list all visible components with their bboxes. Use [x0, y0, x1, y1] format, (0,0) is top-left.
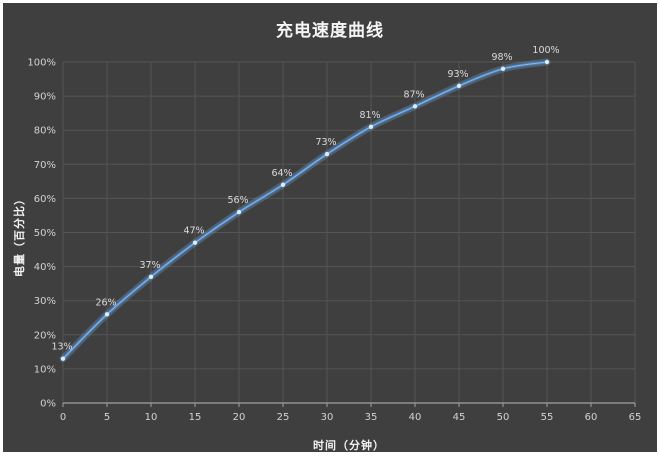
series-line-highlight [62, 61, 548, 360]
data-point-label: 93% [447, 69, 468, 80]
x-tick-label: 65 [629, 412, 642, 423]
data-point-label: 98% [491, 52, 512, 63]
y-tick-label: 90% [34, 92, 56, 103]
data-point-label: 100% [532, 45, 559, 56]
data-point-marker [500, 66, 506, 72]
x-tick-label: 10 [145, 412, 158, 423]
data-point-marker [544, 59, 550, 65]
data-point-label: 87% [403, 89, 424, 100]
data-point-label: 81% [359, 110, 380, 121]
data-point-label: 47% [183, 226, 204, 237]
chart-title: 充电速度曲线 [276, 21, 384, 41]
x-tick-label: 40 [409, 412, 422, 423]
y-tick-label: 80% [34, 126, 56, 137]
x-tick-label: 45 [453, 412, 466, 423]
data-point-label: 56% [227, 195, 248, 206]
y-tick-label: 20% [34, 330, 56, 341]
data-point-label: 26% [95, 297, 116, 308]
data-point-marker [236, 209, 242, 215]
data-point-label: 64% [271, 168, 292, 179]
y-tick-label: 0% [40, 399, 56, 410]
data-point-label: 73% [315, 137, 336, 148]
chart-panel: 充电速度曲线 电量（百分比） 时间（分钟） 0% 10% 20% 30% 40% 50% 6… [3, 3, 657, 452]
data-point-marker [148, 274, 154, 280]
x-tick-label: 35 [365, 412, 378, 423]
data-point-label: 13% [51, 342, 72, 353]
x-tick-label: 60 [585, 412, 598, 423]
data-point-marker [192, 240, 198, 245]
series-line-glow [59, 58, 551, 363]
x-tick-label: 5 [104, 412, 110, 423]
x-tick-label: 25 [277, 412, 290, 423]
line-chart: 0% 10% 20% 30% 40% 50% 60% 70% 80% 90% 100% 0 5 10 15 2… [27, 45, 642, 423]
y-tick-label: 70% [34, 160, 56, 171]
y-tick-label: 100% [27, 58, 56, 69]
y-tick-label: 30% [34, 296, 56, 307]
x-axis-title: 时间（分钟） [313, 439, 385, 452]
data-point-marker [104, 312, 110, 317]
data-point-marker [456, 83, 462, 89]
x-tick-label: 30 [321, 412, 334, 423]
x-tick-label: 50 [497, 412, 510, 423]
y-tick-label: 40% [34, 262, 56, 273]
data-point-marker [324, 151, 330, 157]
x-tick-label: 55 [541, 412, 554, 423]
x-tick-label: 20 [233, 412, 246, 423]
x-tick-label: 15 [189, 412, 202, 423]
data-point-marker [60, 356, 66, 361]
y-tick-label: 10% [34, 364, 56, 375]
x-tick-label: 0 [60, 412, 66, 423]
y-tick-label: 60% [34, 194, 56, 205]
data-point-marker [412, 104, 418, 109]
data-point-label: 37% [139, 260, 160, 271]
data-point-marker [368, 124, 374, 129]
data-point-marker [280, 182, 286, 187]
y-tick-label: 50% [34, 228, 56, 239]
series-line [61, 60, 549, 361]
